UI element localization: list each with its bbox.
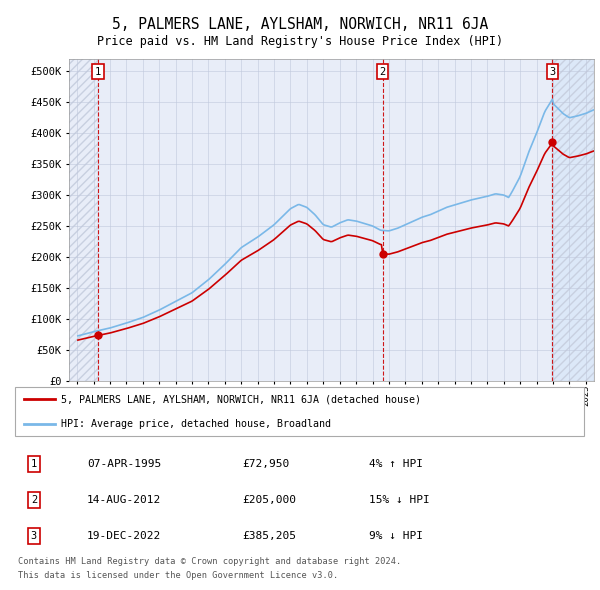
- Text: 1: 1: [95, 67, 101, 77]
- Text: HPI: Average price, detached house, Broadland: HPI: Average price, detached house, Broa…: [61, 419, 331, 430]
- Text: 19-DEC-2022: 19-DEC-2022: [87, 532, 161, 542]
- Text: 9% ↓ HPI: 9% ↓ HPI: [369, 532, 423, 542]
- Text: £72,950: £72,950: [242, 460, 290, 469]
- Text: 3: 3: [31, 532, 37, 542]
- Text: 07-APR-1995: 07-APR-1995: [87, 460, 161, 469]
- Text: 15% ↓ HPI: 15% ↓ HPI: [369, 496, 430, 506]
- FancyBboxPatch shape: [15, 388, 584, 436]
- Text: Price paid vs. HM Land Registry's House Price Index (HPI): Price paid vs. HM Land Registry's House …: [97, 35, 503, 48]
- Text: 3: 3: [549, 67, 556, 77]
- Text: £385,205: £385,205: [242, 532, 296, 542]
- Text: Contains HM Land Registry data © Crown copyright and database right 2024.: Contains HM Land Registry data © Crown c…: [18, 557, 401, 566]
- Text: 1: 1: [31, 460, 37, 469]
- Text: £205,000: £205,000: [242, 496, 296, 506]
- Text: This data is licensed under the Open Government Licence v3.0.: This data is licensed under the Open Gov…: [18, 571, 338, 580]
- Text: 4% ↑ HPI: 4% ↑ HPI: [369, 460, 423, 469]
- Text: 5, PALMERS LANE, AYLSHAM, NORWICH, NR11 6JA: 5, PALMERS LANE, AYLSHAM, NORWICH, NR11 …: [112, 17, 488, 32]
- Text: 14-AUG-2012: 14-AUG-2012: [87, 496, 161, 506]
- Text: 5, PALMERS LANE, AYLSHAM, NORWICH, NR11 6JA (detached house): 5, PALMERS LANE, AYLSHAM, NORWICH, NR11 …: [61, 394, 421, 404]
- Text: 2: 2: [31, 496, 37, 506]
- Text: 2: 2: [380, 67, 386, 77]
